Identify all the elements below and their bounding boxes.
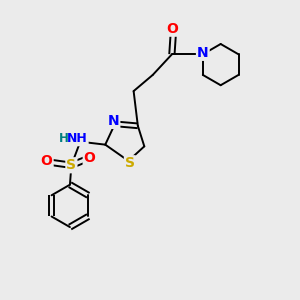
Text: O: O: [41, 154, 52, 168]
Text: N: N: [108, 114, 119, 128]
Text: S: S: [66, 158, 76, 172]
Text: S: S: [125, 156, 135, 170]
Text: O: O: [84, 151, 96, 165]
Text: H: H: [59, 132, 69, 145]
Text: NH: NH: [67, 132, 88, 145]
Text: O: O: [166, 22, 178, 36]
Text: N: N: [197, 46, 208, 60]
